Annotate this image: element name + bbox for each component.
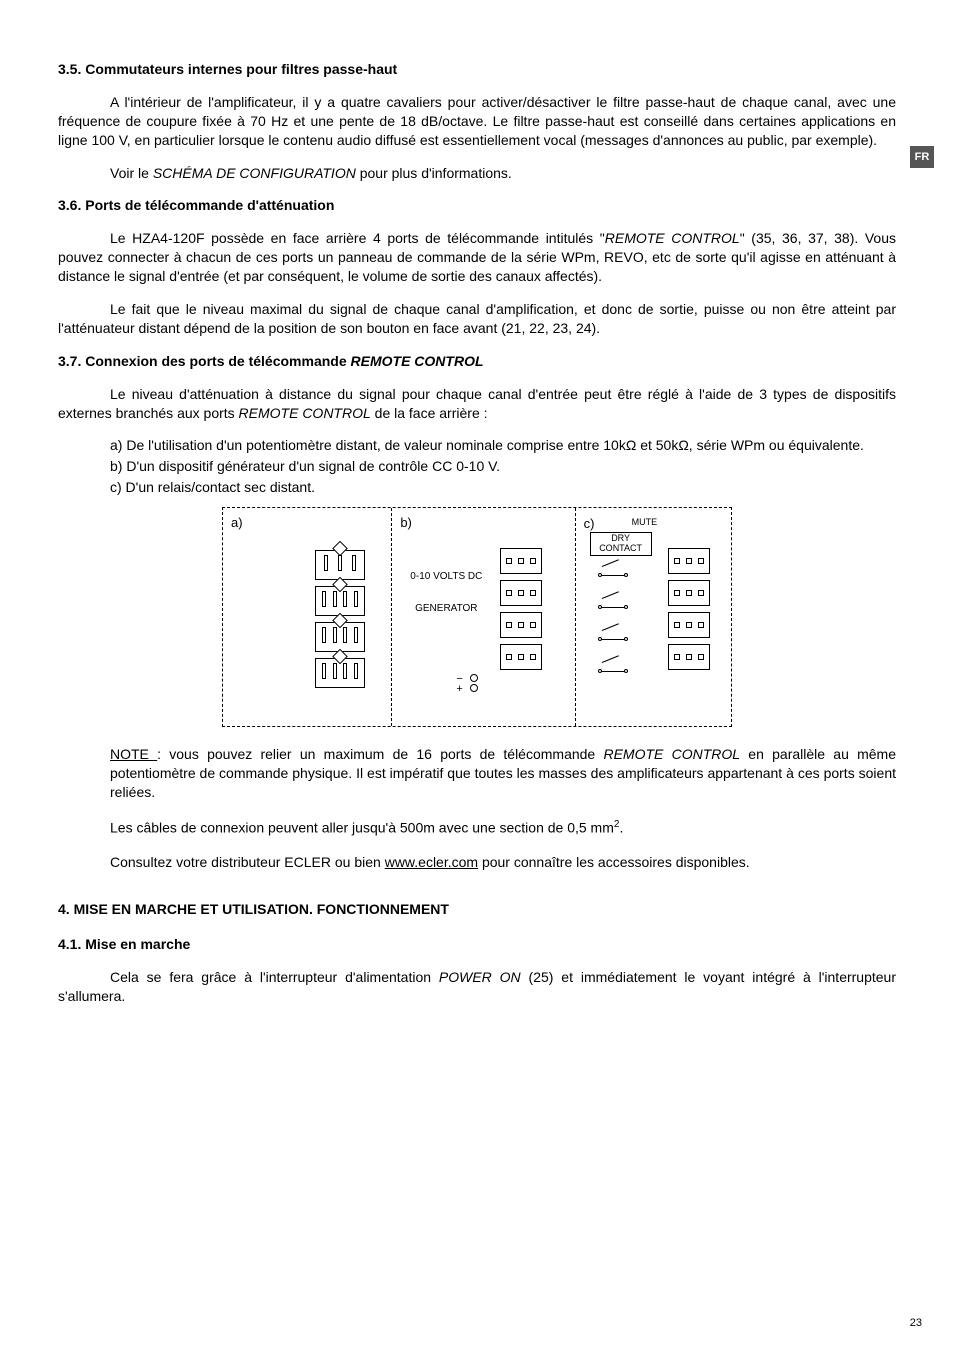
text: Consultez votre distributeur ECLER ou bi… [110, 854, 385, 870]
text: Cela se fera grâce à l'interrupteur d'al… [110, 969, 439, 985]
switch-icon [598, 632, 628, 646]
text: : vous pouvez relier un maximum de 16 po… [157, 746, 603, 762]
connector-icon [500, 580, 542, 606]
para-3-6-2: Le fait que le niveau maximal du signal … [58, 300, 896, 338]
potentiometer-icon [315, 550, 365, 580]
heading-3-5: 3.5. Commutateurs internes pour filtres … [58, 60, 896, 79]
connector-icon [668, 644, 710, 670]
heading-3-6: 3.6. Ports de télécommande d'atténuation [58, 196, 896, 215]
generator-label-1: 0-10 VOLTS DC [402, 570, 490, 584]
connector-icon [668, 612, 710, 638]
connector-icon [500, 644, 542, 670]
language-badge: FR [910, 146, 934, 168]
para-3-7-1: Le niveau d'atténuation à distance du si… [58, 385, 896, 423]
text: de la face arrière : [371, 405, 488, 421]
distributor-para: Consultez votre distributeur ECLER ou bi… [58, 853, 896, 872]
dry-contact-box: DRY CONTACT [590, 532, 652, 556]
terminal-icon [470, 674, 478, 682]
para-3-5-1: A l'intérieur de l'amplificateur, il y a… [58, 93, 896, 150]
text: Voir le [110, 165, 153, 181]
diagram-label-c: c) [584, 515, 595, 533]
generator-box: 0-10 VOLTS DC GENERATOR [402, 570, 490, 615]
connector-icon [668, 548, 710, 574]
para-3-6-1: Le HZA4-120F possède en face arrière 4 p… [58, 229, 896, 286]
connector-icon [668, 580, 710, 606]
connector-icon [500, 548, 542, 574]
text: pour plus d'informations. [356, 165, 512, 181]
potentiometer-stack [315, 550, 365, 694]
text-italic: REMOTE CONTROL [605, 230, 740, 246]
text: Le HZA4-120F possède en face arrière 4 p… [110, 230, 605, 246]
heading-4-1: 4.1. Mise en marche [58, 935, 896, 954]
connector-stack-c [668, 548, 710, 670]
diagram-label-a: a) [231, 514, 383, 532]
text-italic: POWER ON [439, 969, 521, 985]
generator-label-2: GENERATOR [402, 602, 490, 616]
mute-label: MUTE [632, 516, 658, 528]
note-para: NOTE : vous pouvez relier un maximum de … [110, 745, 896, 802]
list-item-a: a) De l'utilisation d'un potentiomètre d… [110, 436, 896, 455]
text-italic: REMOTE CONTROL [603, 746, 740, 762]
heading-4: 4. MISE EN MARCHE ET UTILISATION. FONCTI… [58, 900, 896, 919]
text-italic: REMOTE CONTROL [239, 405, 371, 421]
potentiometer-icon [315, 658, 365, 688]
potentiometer-icon [315, 586, 365, 616]
text: 3.7. Connexion des ports de télécommande [58, 353, 351, 369]
para-4-1-1: Cela se fera grâce à l'interrupteur d'al… [58, 968, 896, 1006]
switch-icon [598, 664, 628, 678]
para-3-5-2: Voir le SCHÉMA DE CONFIGURATION pour plu… [58, 164, 896, 183]
switch-icon [598, 568, 628, 582]
cable-para: Les câbles de connexion peuvent aller ju… [110, 818, 896, 838]
list-item-b: b) D'un dispositif générateur d'un signa… [110, 457, 896, 476]
list-3-7: a) De l'utilisation d'un potentiomètre d… [110, 436, 896, 497]
diagram-label-b: b) [400, 514, 566, 532]
terminal-icon [470, 684, 478, 692]
polarity-labels: − + [456, 674, 462, 694]
terminal-circles [470, 674, 478, 692]
text: pour connaître les accessoires disponibl… [478, 854, 750, 870]
text-italic: SCHÉMA DE CONFIGURATION [153, 165, 356, 181]
diagram-col-b: b) 0-10 VOLTS DC GENERATOR − + [392, 508, 575, 726]
page-number: 23 [910, 1316, 922, 1331]
diagram-remote-control: a) b) 0-10 VOLTS DC GENERATOR − [222, 507, 732, 727]
heading-3-7: 3.7. Connexion des ports de télécommande… [58, 352, 896, 371]
text: . [619, 819, 623, 835]
link-ecler[interactable]: www.ecler.com [385, 854, 478, 870]
connector-stack-b [500, 548, 542, 670]
diagram-col-c: c) MUTE DRY CONTACT [576, 508, 731, 726]
list-item-c: c) D'un relais/contact sec distant. [110, 478, 896, 497]
note-block: NOTE : vous pouvez relier un maximum de … [110, 745, 896, 802]
text-italic: REMOTE CONTROL [351, 353, 484, 369]
plus-label: + [456, 684, 462, 694]
switch-icon [598, 600, 628, 614]
potentiometer-icon [315, 622, 365, 652]
note-label: NOTE [110, 746, 157, 762]
diagram-wrap: a) b) 0-10 VOLTS DC GENERATOR − [58, 507, 896, 727]
cable-block: Les câbles de connexion peuvent aller ju… [110, 818, 896, 838]
diagram-col-a: a) [223, 508, 392, 726]
connector-icon [500, 612, 542, 638]
text: Les câbles de connexion peuvent aller ju… [110, 819, 614, 835]
switch-stack [598, 568, 628, 678]
